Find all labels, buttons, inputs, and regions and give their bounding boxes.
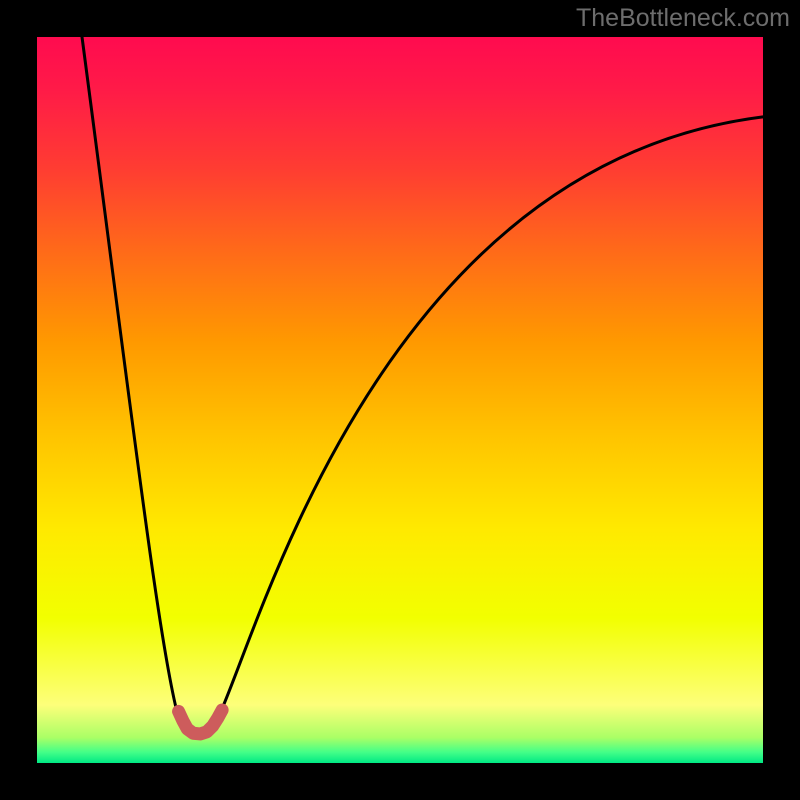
gradient-background [37,37,763,763]
bottleneck-chart [0,0,800,800]
watermark-text: TheBottleneck.com [576,4,790,33]
chart-stage: TheBottleneck.com [0,0,800,800]
